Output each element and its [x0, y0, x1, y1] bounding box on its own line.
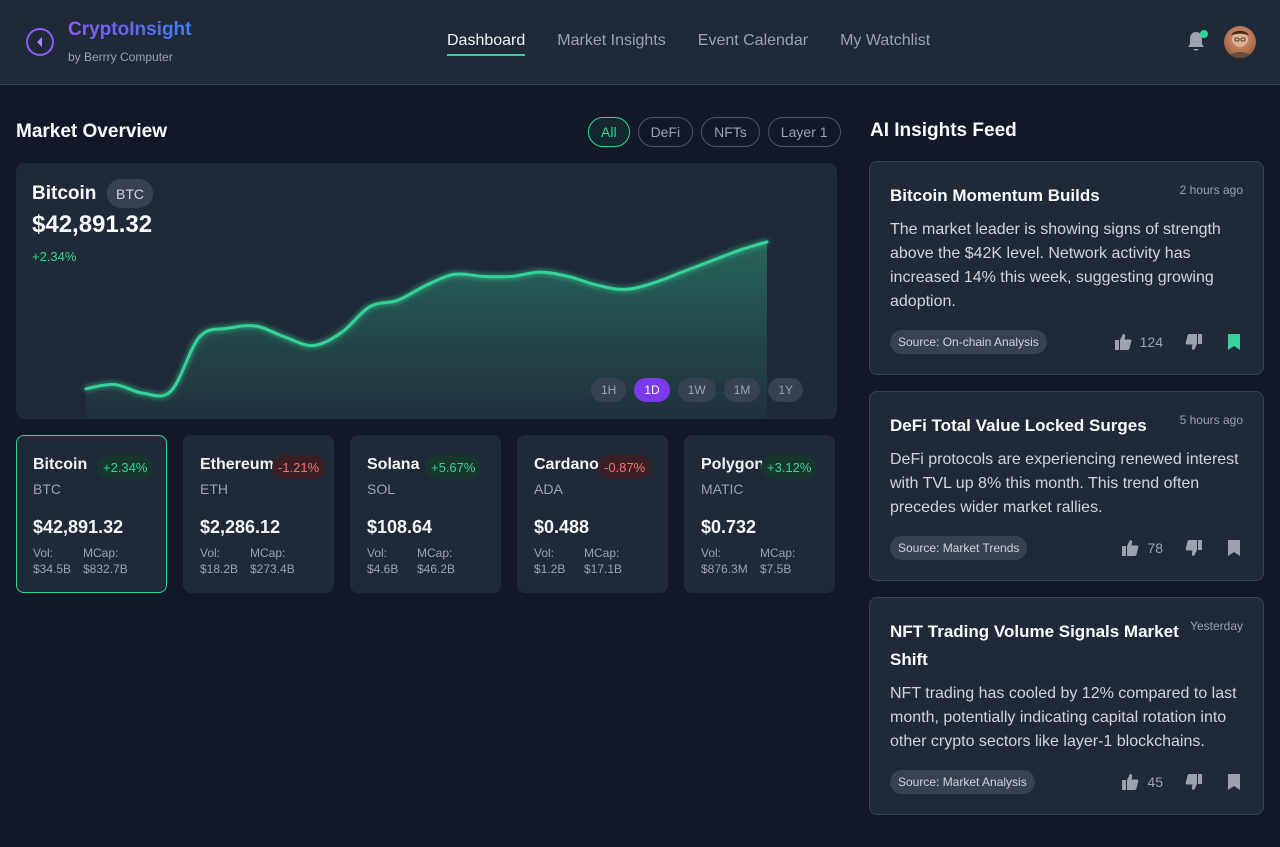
bookmark-icon[interactable] — [1225, 539, 1243, 557]
insight-body: DeFi protocols are experiencing renewed … — [890, 451, 1239, 516]
vote-count: 45 — [1147, 774, 1163, 790]
insight-time: Yesterday — [1190, 619, 1243, 633]
coin-change-badge: -1.21% — [272, 455, 326, 479]
insight-actions: 78 — [1121, 539, 1243, 557]
insight-card[interactable]: NFT Trading Volume Signals Market Shift … — [869, 597, 1264, 815]
market-filters: All DeFi NFTs Layer 1 — [588, 117, 841, 147]
coin-symbol: SOL — [367, 481, 396, 497]
coin-name: Ethereum — [200, 456, 274, 473]
range-1w[interactable]: 1W — [677, 378, 716, 402]
coin-symbol: MATIC — [701, 481, 744, 497]
top-header: CryptoInsight by Berrry Computer Dashboa… — [0, 0, 1280, 85]
thumbs-down-icon[interactable] — [1185, 333, 1203, 351]
range-1y[interactable]: 1Y — [768, 378, 804, 402]
bookmark-icon[interactable] — [1225, 773, 1243, 791]
notification-dot — [1200, 30, 1208, 38]
coin-price: $108.64 — [367, 517, 433, 537]
coin-volume: Vol: $18.2B — [200, 546, 239, 576]
chart-coin-name: Bitcoin — [32, 183, 97, 204]
bookmark-icon[interactable] — [1225, 333, 1243, 351]
coin-mcap: MCap: $7.5B — [760, 546, 796, 576]
insight-actions: 45 — [1121, 773, 1243, 791]
coin-name: Bitcoin — [33, 456, 88, 473]
coin-price: $42,891.32 — [33, 517, 124, 537]
coin-name: Solana — [367, 456, 420, 473]
vote-count: 78 — [1147, 540, 1163, 556]
coin-mcap: MCap: $273.4B — [250, 546, 295, 576]
insight-actions: 124 — [1114, 333, 1243, 351]
insight-card[interactable]: DeFi Total Value Locked Surges 5 hours a… — [869, 391, 1264, 581]
coin-card-solana[interactable]: Solana +5.67% SOL $108.64 Vol: $4.6B MCap… — [350, 435, 501, 593]
insight-time: 5 hours ago — [1179, 413, 1243, 427]
coin-card-cardano[interactable]: Cardano -0.87% ADA $0.488 Vol: $1.2B MCap… — [517, 435, 668, 593]
insight-title: Bitcoin Momentum Builds — [890, 186, 1100, 205]
chart-change: +2.34% — [32, 249, 77, 264]
app-subtitle: by Berrry Computer — [68, 50, 173, 64]
price-chart-card: Bitcoin BTC $42,891.32 +2.34% 1H 1D 1W 1… — [16, 163, 837, 419]
range-1h[interactable]: 1H — [591, 378, 627, 402]
time-range-selector: 1H 1D 1W 1M 1Y — [591, 378, 804, 402]
coin-change-badge: +3.12% — [761, 455, 818, 479]
coin-mcap: MCap: $46.2B — [417, 546, 456, 576]
insight-title: DeFi Total Value Locked Surges — [890, 416, 1147, 435]
coin-price: $2,286.12 — [200, 517, 281, 537]
chart-series-line — [84, 240, 769, 398]
filter-layer-1[interactable]: Layer 1 — [767, 117, 841, 147]
insights-feed-title: AI Insights Feed — [870, 120, 1017, 141]
coin-change-badge: -0.87% — [598, 455, 652, 479]
coin-card-ethereum[interactable]: Ethereum -1.21% ETH $2,286.12 Vol: $18.2B… — [183, 435, 334, 593]
nav-market-insights[interactable]: Market Insights — [557, 32, 666, 49]
filter-defi[interactable]: DeFi — [637, 117, 694, 147]
coin-change-badge: +5.67% — [425, 455, 482, 479]
coin-price: $0.732 — [701, 517, 757, 537]
thumbs-up-icon[interactable] — [1114, 333, 1132, 351]
thumbs-up-icon[interactable] — [1121, 773, 1139, 791]
thumbs-up-icon[interactable] — [1121, 539, 1139, 557]
coin-name: Polygon — [701, 456, 765, 473]
range-1d[interactable]: 1D — [634, 378, 670, 402]
coin-symbol: BTC — [33, 481, 61, 497]
chart-price: $42,891.32 — [32, 211, 153, 238]
coin-change-badge: +2.34% — [97, 455, 154, 479]
insight-source: Source: Market Trends — [890, 536, 1028, 560]
insight-source: Source: On-chain Analysis — [890, 330, 1047, 354]
coin-card-polygon[interactable]: Polygon +3.12% MATIC $0.732 Vol: $876.3M … — [684, 435, 835, 593]
coin-cards: Bitcoin +2.34% BTC $42,891.32 Vol: $34.5B… — [16, 435, 835, 593]
main-nav: Dashboard Market Insights Event Calendar… — [447, 32, 930, 56]
insight-title: NFT Trading Volume Signals Market Shift — [890, 622, 1179, 669]
nav-event-calendar[interactable]: Event Calendar — [697, 32, 809, 49]
insight-time: 2 hours ago — [1179, 183, 1243, 197]
coin-volume: Vol: $34.5B — [33, 546, 72, 576]
insight-body: The market leader is showing signs of st… — [890, 221, 1221, 310]
coin-volume: Vol: $876.3M — [701, 546, 748, 576]
price-chart[interactable] — [16, 163, 837, 419]
coin-card-bitcoin[interactable]: Bitcoin +2.34% BTC $42,891.32 Vol: $34.5B… — [16, 435, 167, 593]
filter-nfts[interactable]: NFTs — [701, 117, 760, 147]
insight-card[interactable]: Bitcoin Momentum Builds 2 hours ago The … — [869, 161, 1264, 375]
filter-all[interactable]: All — [588, 117, 630, 147]
insight-body: NFT trading has cooled by 12% compared t… — [890, 685, 1237, 750]
market-overview-title: Market Overview — [16, 121, 168, 142]
coin-symbol: ETH — [200, 481, 228, 497]
coin-price: $0.488 — [534, 517, 590, 537]
app-title[interactable]: CryptoInsight — [68, 19, 192, 40]
nav-dashboard[interactable]: Dashboard — [447, 32, 526, 56]
insight-source: Source: Market Analysis — [890, 770, 1035, 794]
coin-volume: Vol: $4.6B — [367, 546, 399, 576]
back-arrow-icon[interactable] — [26, 28, 54, 56]
vote-count: 124 — [1139, 334, 1163, 350]
coin-volume: Vol: $1.2B — [534, 546, 566, 576]
range-1m[interactable]: 1M — [723, 378, 761, 402]
thumbs-down-icon[interactable] — [1185, 773, 1203, 791]
chart-coin-symbol: BTC — [107, 179, 153, 208]
nav-my-watchlist[interactable]: My Watchlist — [840, 32, 931, 49]
coin-symbol: ADA — [534, 481, 563, 497]
avatar[interactable] — [1224, 26, 1256, 58]
coin-mcap: MCap: $832.7B — [83, 546, 128, 576]
coin-mcap: MCap: $17.1B — [584, 546, 623, 576]
coin-name: Cardano — [534, 456, 599, 473]
thumbs-down-icon[interactable] — [1185, 539, 1203, 557]
